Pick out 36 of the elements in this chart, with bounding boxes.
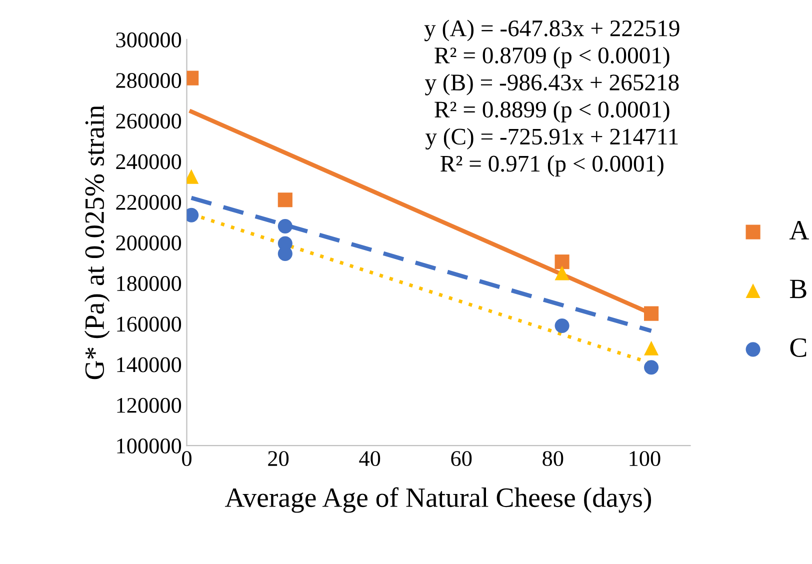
annotation: y (A) = -647.83x + 222519 [424, 20, 680, 42]
point [644, 340, 659, 356]
point [554, 318, 570, 334]
legend-label: B [790, 280, 806, 298]
x-tick-label: 40 [359, 451, 380, 466]
x-tick-label: 80 [542, 451, 564, 466]
x-tick-label: 100 [630, 451, 660, 466]
x-tick-label: 20 [268, 451, 289, 466]
y-tick-label: 160000 [117, 316, 182, 332]
point [278, 218, 292, 234]
x-tick-label: 60 [451, 451, 472, 466]
point [644, 360, 659, 375]
x-axis-title: Average Age of Natural Cheese (days) [224, 487, 652, 513]
y-tick-label: 200000 [116, 235, 182, 250]
y-tick-label: 300000 [116, 32, 182, 48]
point [554, 254, 570, 270]
legend-label: C [790, 338, 806, 357]
point [278, 192, 292, 208]
annotation: R² = 0.8709 (p < 0.0001) [434, 46, 670, 68]
point [644, 306, 659, 321]
y-tick-label: 260000 [116, 114, 182, 129]
legend-label: A [789, 220, 810, 240]
y-tick-label: 120000 [117, 398, 182, 413]
annotation: y (C) = -725.91x + 214711 [425, 128, 678, 150]
y-tick-label: 240000 [116, 154, 182, 170]
x-tick-label: 0 [182, 451, 192, 466]
y-tick-label: 280000 [116, 73, 182, 88]
annotation: R² = 0.8899 (p < 0.0001) [434, 100, 670, 122]
y-tick-label: 220000 [116, 194, 182, 210]
y-tick-label: 180000 [117, 276, 182, 292]
annotation: y (B) = -986.43x + 265218 [425, 74, 679, 96]
annotation: R² = 0.971 (p < 0.0001) [440, 155, 664, 177]
y-tick-label: 100000 [117, 438, 182, 454]
y-tick-label: 140000 [117, 357, 182, 372]
y-axis-title: G* (Pa) at 0.025% strain [84, 105, 110, 380]
point [554, 266, 570, 280]
